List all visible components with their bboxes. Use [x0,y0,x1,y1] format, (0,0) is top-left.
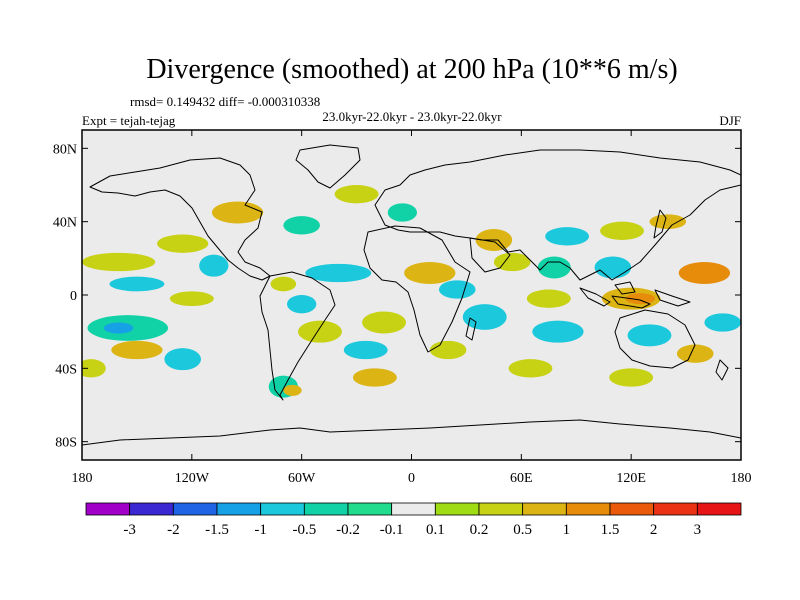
colorbar-label: -1.5 [205,522,229,538]
lon-tick-label: 180 [731,471,752,486]
lat-tick-label: 0 [70,289,77,304]
anomaly-patch-india-15n [537,256,571,279]
anomaly-patch-pacific-10n [109,276,165,292]
anomaly-patch-trop-atlantic-10n [305,263,372,283]
anomaly-patch-s-america-20s [298,320,342,343]
anomaly-patch-e-africa-15s [462,304,507,330]
anomaly-patch-s-africa-30s [429,340,467,360]
anomaly-patch-mexico-20n [199,254,229,277]
anomaly-patch-n-atlantic-55n [334,185,379,204]
colorbar-swatch [478,502,524,516]
colorbar-swatch [85,502,131,516]
anomaly-patch-w-europe-45n [387,203,417,222]
anomaly-patch-s-atlantic-15s [362,311,407,334]
anomaly-patch-w-pacific-15n [678,262,731,284]
experiment-label: Expt = tejah-tejag [82,113,176,128]
colorbar-swatch [565,502,611,516]
colorbar-label: 3 [694,522,702,538]
anomaly-patch-patagonia-core [283,384,302,396]
anomaly-patch-s-atlantic-30s [343,340,388,360]
anomaly-patch-se-pacific-40s [164,348,201,371]
anomaly-patch-s-indian-40s [508,359,553,378]
colorbar-label: -0.5 [292,522,316,538]
coastlines [82,144,741,446]
anomaly-patch-arabia-18n [493,252,531,272]
anomaly-patch-caribbean-5n [270,276,297,292]
anomaly-patch-china-35n [600,221,644,240]
anomaly-patch-s-pacific-core [103,322,134,334]
colorbar-swatch [653,502,698,516]
colorbar-swatch [129,502,174,516]
lat-tick-label: 40S [55,362,77,377]
colorbar-label: 0.5 [513,522,532,538]
lon-tick-label: 60W [288,471,316,486]
anomaly-patch-atlantic-35n [283,216,320,235]
colorbar-label: -1 [254,522,267,538]
anomaly-patch-sw-pacific-15s [704,313,741,332]
stats-label: rmsd= 0.149432 diff= -0.000310338 [130,94,320,109]
anomaly-patch-e-pacific-eq [169,291,214,306]
colorbar-label: -0.2 [336,522,360,538]
colorbar-label: 1 [563,522,571,538]
season-label: DJF [719,113,741,128]
anomaly-patch-se-asia-15n [594,256,632,279]
lat-tick-label: 80N [53,142,77,157]
anomaly-patch-indian-ocean-eq [526,289,571,308]
anomaly-patch-s-ocean-45s [609,368,654,387]
anomaly-patch-ne-pacific-30n [157,234,209,253]
anomaly-patch-maritime-core [625,293,655,305]
anomaly-patch-africa-15n [404,262,456,284]
colorbar-labels: -3 -2 -1.5 -1 -0.5 -0.2 -0.1 0.1 0.2 0.5 1 1.5 2 3 [123,522,701,538]
colorbar-label: -3 [123,522,136,538]
lon-tick-label: 60E [510,471,533,486]
lat-tick-label: 40N [53,216,77,231]
anomaly-patch-tibet-30n [545,227,590,246]
colorbar-label: 1.5 [601,522,620,538]
colorbar-label: -2 [167,522,180,538]
latitude-axis: 80N 40N 0 40S 80S [53,142,741,451]
colorbar-swatch [434,502,480,516]
colorbar-swatch [260,502,305,516]
colorbar-swatch [172,502,218,516]
anomaly-patch-africa-5n [438,280,476,299]
anomaly-patch-s-atlantic-45s [352,368,397,387]
colorbar-label: -0.1 [380,522,404,538]
anomaly-patch-tasman-35s [676,344,714,363]
anomaly-patch-s-pacific-30s [111,340,163,360]
colorbar-label: 0.1 [426,522,445,538]
colorbar-swatch [696,502,742,516]
lon-tick-label: 180 [72,471,93,486]
colorbar-swatch [391,502,436,516]
colorbar-swatch [216,502,262,516]
anomaly-patch-c-pacific-20n [82,252,156,272]
colorbar-label: 0.2 [470,522,489,538]
anomaly-patch-japan-40n [649,214,687,230]
colorbar-swatch [303,502,349,516]
anomaly-patch-s-pacific-40s [82,359,106,378]
colorbar-swatch [347,502,393,516]
lon-tick-label: 120E [616,471,646,486]
lon-tick-label: 120W [175,471,210,486]
colorbar-swatch [522,502,567,516]
longitude-axis: 180 120W 60W 0 60E 120E 180 [72,130,752,486]
anomaly-patch-australia-25s [627,324,672,347]
colorbar [85,502,742,516]
anomaly-patch-indian-ocean-20s [532,320,584,343]
anomaly-patch-amazon-eq [287,295,317,314]
lon-tick-label: 0 [408,471,415,486]
lat-tick-label: 80S [55,436,77,451]
anomaly-field [82,185,741,398]
figure-title: Divergence (smoothed) at 200 hPa (10**6 … [146,54,677,85]
colorbar-label: 2 [650,522,658,538]
colorbar-swatch [609,502,655,516]
anomaly-patch-n-america-45n [211,201,264,224]
period-label: 23.0kyr-22.0kyr - 23.0kyr-22.0kyr [322,109,502,124]
